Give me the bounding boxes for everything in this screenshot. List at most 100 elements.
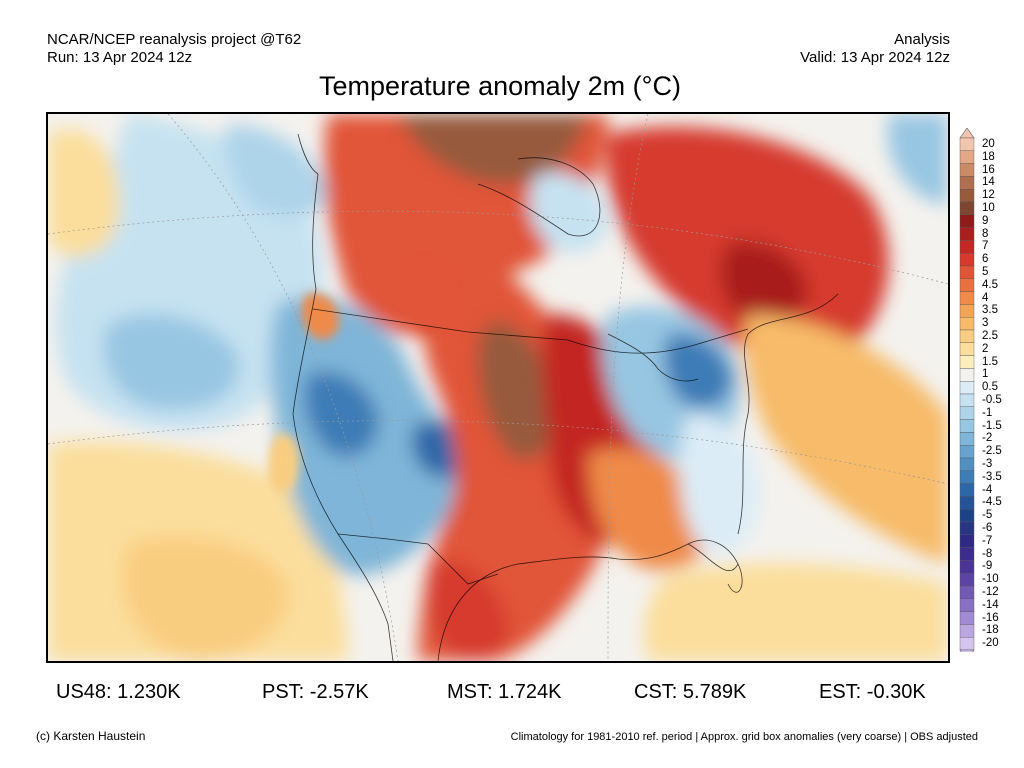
colorbar-label: -8 — [982, 547, 993, 560]
us-canada-border — [312, 308, 749, 354]
plains-hot-core — [478, 322, 554, 460]
colorbar-label: 20 — [982, 138, 995, 150]
colorbar-swatch — [959, 355, 975, 369]
colorbar-swatch — [959, 419, 975, 433]
alaska-panhandle-coast — [297, 133, 319, 175]
colorbar-label: -1 — [982, 406, 993, 419]
florida-coast — [687, 539, 743, 593]
colorbar-label: 5 — [982, 266, 989, 278]
gulf-of-alaska-cool — [224, 124, 328, 218]
great-basin-cold-core — [304, 371, 379, 457]
north-atlantic-warm — [744, 314, 948, 564]
colorbar-swatch — [959, 457, 975, 472]
graticule-2 — [607, 114, 649, 661]
colorbar-swatch — [959, 534, 975, 548]
valid-info: Analysis Valid: 13 Apr 2024 12z — [800, 31, 950, 67]
colorbar-label: 4 — [982, 291, 989, 304]
alberta-warm — [410, 263, 454, 333]
colorbar-swatch — [959, 380, 975, 395]
colorbar-label: -7 — [982, 534, 993, 547]
subtropical-pacific-warm-core — [122, 536, 290, 661]
colorbar-label: 16 — [982, 163, 995, 176]
colorbar-swatch — [959, 304, 975, 318]
colorbar-swatch — [959, 278, 975, 292]
colorbar-swatch — [959, 624, 975, 638]
colorbar-swatch — [959, 240, 975, 254]
stat-est: EST: -0.30K — [819, 681, 926, 703]
colorbar-swatch — [959, 432, 975, 446]
colorbar-label: -3 — [982, 458, 993, 470]
colorbar-label: 12 — [982, 189, 995, 202]
colorbar-label: 14 — [982, 176, 995, 189]
colorbar-swatch — [959, 189, 975, 203]
colorbar-label: -20 — [982, 637, 999, 650]
colorbar-label: 8 — [982, 227, 989, 240]
colorbar-swatch — [959, 214, 975, 228]
colorbar-label: 2 — [982, 342, 989, 355]
colorbar-swatch — [959, 470, 975, 484]
great-lakes-outline — [607, 333, 699, 382]
colorbar-swatch — [959, 342, 975, 356]
run-info: NCAR/NCEP reanalysis project @T62 Run: 1… — [47, 31, 301, 67]
pacific-cool-core — [103, 314, 240, 410]
east-coastline — [737, 293, 839, 535]
stat-cst: CST: 5.789K — [634, 681, 747, 703]
colorbar-label: 9 — [982, 214, 989, 227]
mexico-warm — [427, 562, 508, 661]
colorbar-label: -12 — [982, 586, 999, 598]
caribbean-warm — [644, 563, 948, 661]
colorbar-swatch — [959, 483, 975, 497]
colorbar-label: -0.5 — [982, 394, 1002, 406]
arctic-hot-core — [398, 114, 588, 184]
colorbar-swatches — [959, 127, 975, 661]
colorbar-swatch — [959, 585, 975, 600]
colorbar-label: 7 — [982, 240, 989, 253]
colorbar-swatch — [959, 227, 975, 241]
anomaly-map — [46, 112, 950, 663]
colorbar-label: -6 — [982, 522, 993, 534]
colorbar-label: -1.5 — [982, 419, 1002, 432]
california-warm — [268, 433, 300, 493]
colorbar-label: -16 — [982, 611, 999, 624]
anomaly-map-canvas — [48, 114, 948, 661]
idaho-warm — [301, 293, 339, 340]
colorbar-label: 4.5 — [982, 278, 998, 291]
colorbar-label: 3 — [982, 317, 989, 330]
colorbar-swatch — [959, 368, 975, 382]
colorbar-label: 1 — [982, 368, 989, 381]
colorbar-swatch — [959, 291, 975, 305]
greenland-cool — [888, 114, 948, 204]
colorbar-label: -2 — [982, 432, 993, 445]
southeast-warm — [588, 447, 710, 570]
model-name: NCAR/NCEP reanalysis project @T62 — [47, 31, 302, 48]
colorbar-swatch — [959, 496, 975, 510]
colorbar-label: 1.5 — [982, 355, 998, 368]
colorbar-swatch — [959, 509, 975, 523]
colorbar-swatch — [959, 265, 975, 280]
colorbar-swatch — [959, 445, 975, 459]
gulf-coastline — [437, 543, 739, 661]
run-time: Run: 13 Apr 2024 12z — [47, 49, 193, 66]
colorbar-label: 0.5 — [982, 381, 998, 394]
colorbar-label: 6 — [982, 253, 989, 266]
colorbar-swatch — [959, 329, 975, 344]
colorbar-swatch — [959, 573, 975, 587]
hudson-bay-coast — [477, 157, 601, 237]
colorbar-swatch — [959, 393, 975, 408]
climatology-note: Climatology for 1981-2010 ref. period | … — [510, 731, 978, 743]
colorbar-label: -4 — [982, 483, 993, 496]
colorbar-swatch — [959, 137, 975, 152]
graticule-3 — [48, 420, 948, 485]
colorbar: 20 18 16 14 12 10 9 8 7 6 5 4.5 4 3.5 3 2.5 2 1.5 1 0.5 -0.5… — [957, 127, 1024, 661]
analysis-label: Analysis — [894, 31, 950, 48]
colorbar-label: -4.5 — [982, 496, 1002, 509]
colorbar-label: 10 — [982, 202, 995, 214]
labrador-warm-core — [720, 242, 808, 328]
map-title: Temperature anomaly 2m (°C) — [319, 71, 681, 101]
graticule-4 — [48, 210, 948, 285]
colorbar-bottom-arrow — [959, 649, 975, 661]
us-mexico-border — [337, 533, 499, 585]
colorbar-label: -5 — [982, 509, 993, 522]
colorbar-swatch — [959, 163, 975, 177]
colorbar-swatch — [959, 560, 975, 574]
